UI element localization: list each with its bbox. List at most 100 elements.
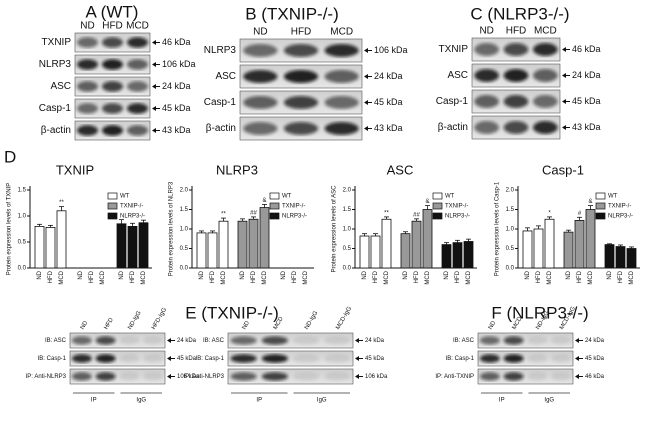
band [293,372,320,381]
band [293,354,320,363]
arrow-head [575,374,579,379]
kda-label: 46 kDa [585,374,605,380]
band [77,59,98,70]
x-tick-label: MCD [141,270,147,284]
band [119,372,140,381]
arrow-head [364,126,368,131]
band [503,121,529,134]
y-tick-label: 2.0 [343,188,352,194]
bar [544,218,555,269]
row-label: IB: Casp-1 [38,356,67,362]
row-label: IP: Anti-TXNIP [435,374,474,380]
band [324,354,351,363]
legend-label: WT [608,194,618,200]
lane-label: ND [253,27,267,38]
band [95,372,116,381]
band [503,95,529,108]
x-tick-label: HFD [618,270,624,283]
band [503,69,529,82]
band [95,336,116,345]
x-tick-label: HFD [48,270,54,283]
annotation: * [548,210,551,216]
band [551,336,572,345]
annotation: & [588,199,592,205]
band [127,59,148,70]
legend-label: NLRP3-/- [120,214,145,220]
row-label: IB: ASC [45,338,67,344]
x-tick-label: HFD [455,270,461,283]
bar [34,225,45,269]
row-label: IP: Anti-NLRP3 [26,374,67,380]
x-tick-label: HFD [414,270,420,283]
annotation: & [262,198,266,204]
bar [207,232,218,269]
band [261,336,288,345]
band [119,354,140,363]
band [503,336,524,345]
band [243,70,278,83]
band [527,336,548,345]
band [230,336,257,345]
y-axis-label: Protein expression levels of NLRP3 [169,181,175,276]
y-tick-label: 1.5 [18,188,27,194]
x-tick-label: ND [240,270,246,279]
y-tick-label: 0.0 [18,266,27,272]
row-label: IP: Anti-NLRP3 [184,374,225,380]
y-tick-label: 0.0 [506,266,515,272]
row-label: NLRP3 [204,45,237,56]
bar [359,235,370,269]
x-tick-label: MCD [629,270,635,284]
band [479,372,500,381]
bar [196,232,207,269]
bar [237,220,248,269]
legend-label: NLRP3-/- [445,214,470,220]
band [533,43,558,56]
bar [452,242,463,269]
row-label: β-actin [41,125,71,136]
y-tick-label: 1.0 [18,214,27,220]
legend-swatch [595,202,606,210]
arrow-head [152,128,156,133]
group-label: IgG [544,398,554,404]
x-tick-label: HFD [251,270,257,283]
y-tick-label: 0.0 [343,266,352,272]
legend-swatch [107,202,118,210]
annotation: # [578,211,582,217]
legend-label: TXNIP-/- [445,204,468,210]
group-label: IP [499,398,505,404]
group-label: IgG [136,398,146,404]
band [324,70,359,83]
y-tick-label: 2.0 [180,188,189,194]
bar [138,222,149,269]
bar [381,218,392,269]
legend-swatch [269,212,280,220]
kda-label: 45 kDa [572,96,601,106]
lane-label: ND-IgG [127,310,143,331]
panel-title: A (WT) [86,2,139,21]
row-label: IB: ASC [203,338,225,344]
chart-title: Casp-1 [542,162,584,177]
kda-label: 106 kDa [177,374,200,380]
band [77,81,98,92]
arrow-head [562,99,566,104]
row-label: IB: Casp-1 [196,356,225,362]
band [119,336,140,345]
legend-swatch [432,192,443,200]
kda-label: 43 kDa [162,125,191,135]
annotation: & [425,199,429,205]
band [283,96,319,109]
band [474,69,499,82]
bar [574,220,585,269]
kda-label: 45 kDa [374,97,403,107]
legend-label: TXNIP-/- [120,204,143,210]
band [261,372,288,381]
band [102,103,123,114]
bar [615,246,626,269]
band [551,354,572,363]
x-tick-label: ND [362,270,368,279]
row-label: Casp-1 [39,103,72,114]
membrane [477,368,574,385]
band [102,37,123,48]
bar [127,225,138,269]
y-tick-label: 0.5 [506,246,515,252]
